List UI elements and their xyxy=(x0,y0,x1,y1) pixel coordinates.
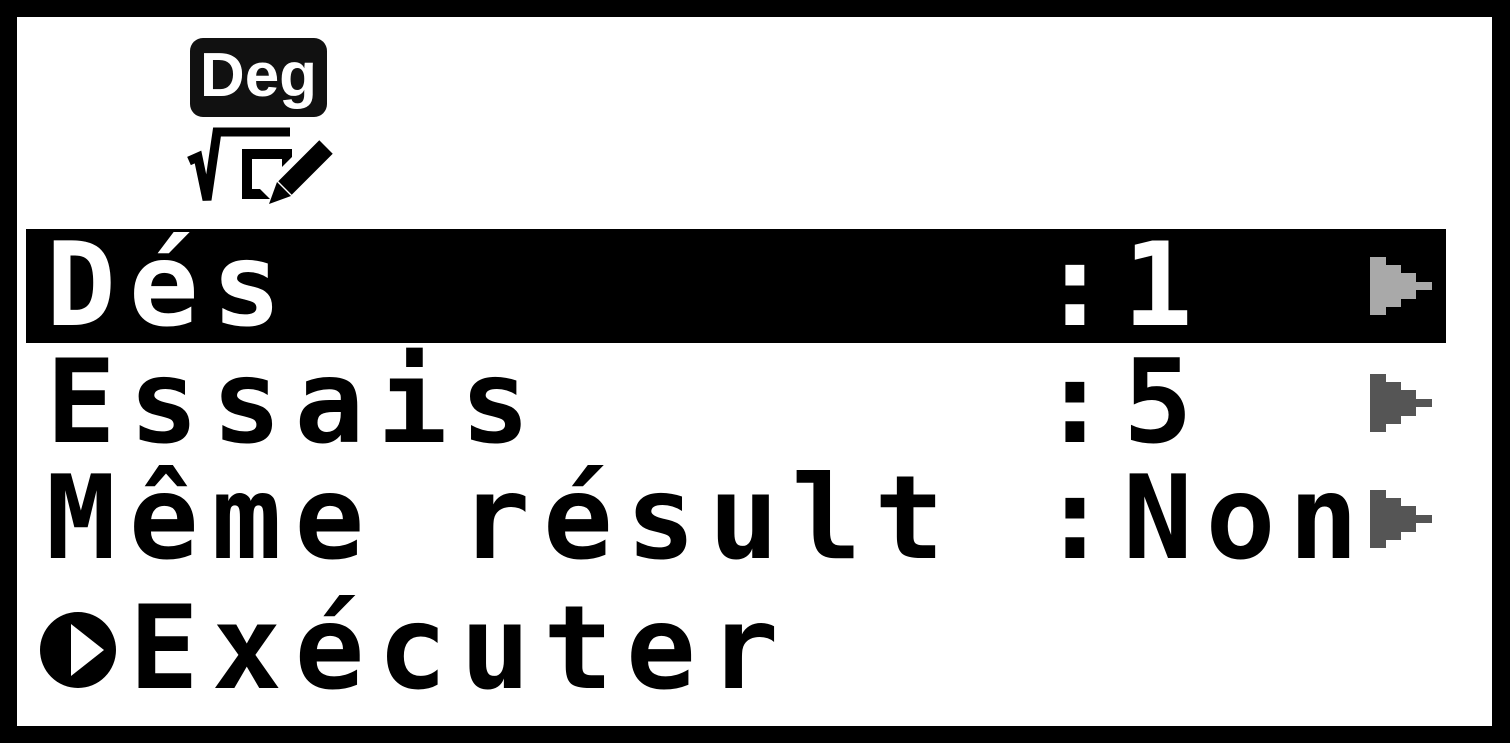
submenu-arrow-icon xyxy=(1370,257,1432,315)
menu-row-same-result[interactable]: Même résult :Non xyxy=(17,451,1492,586)
menu-row-label: Même résult xyxy=(46,451,958,586)
angle-unit-label: Deg xyxy=(199,40,318,110)
menu-row-label: Essais xyxy=(46,335,544,470)
menu-row-value: :1 xyxy=(1040,218,1206,353)
sqrt-box-pencil-icon xyxy=(187,127,341,207)
menu-row-label: Exécuter xyxy=(129,581,792,716)
menu-row-value: :Non xyxy=(1040,451,1372,586)
menu-row-dice[interactable]: Dés :1 xyxy=(17,218,1492,353)
menu-row-value: :5 xyxy=(1040,335,1206,470)
menu-row-label: Dés xyxy=(46,218,295,353)
submenu-arrow-icon xyxy=(1370,490,1432,548)
execute-play-circle-icon xyxy=(40,612,116,688)
submenu-arrow-icon xyxy=(1370,374,1432,432)
angle-unit-indicator: Deg xyxy=(190,38,327,117)
menu-row-attempts[interactable]: Essais :5 xyxy=(17,335,1492,470)
menu-row-execute[interactable]: Exécuter xyxy=(17,581,1492,716)
